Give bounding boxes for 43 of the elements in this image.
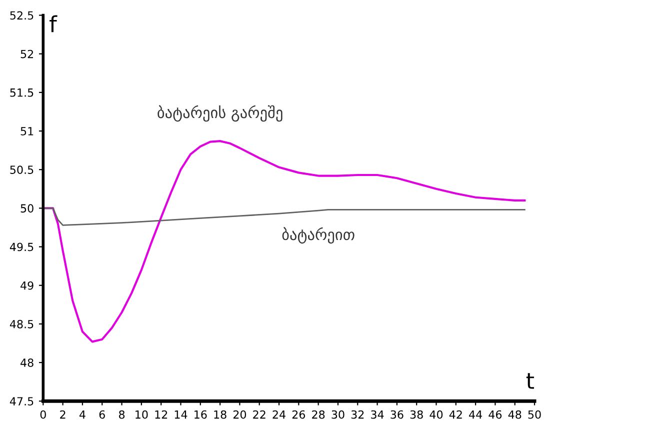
x-tick-label: 30 [332, 410, 344, 419]
x-tick-label: 8 [118, 410, 125, 419]
line-series [43, 140, 526, 343]
x-tick-label: 26 [292, 410, 306, 419]
x-tick-label: 34 [371, 410, 384, 419]
x-tick-label: 20 [233, 410, 246, 419]
y-tick-label: 49 [20, 281, 34, 290]
x-tick-label: 24 [272, 410, 286, 419]
x-tick-label: 2 [60, 410, 66, 419]
x-tick-label: 16 [194, 410, 207, 419]
x-tick-label: 32 [351, 410, 364, 419]
x-tick-label: 36 [390, 410, 404, 419]
y-tick-label: 47.5 [10, 397, 34, 406]
x-tick-label: 44 [469, 410, 482, 419]
x-tick-label: 42 [449, 410, 462, 419]
y-axis-title: f [50, 15, 58, 32]
y-tick-label: 49.5 [10, 242, 34, 252]
y-tick-label: 50.5 [10, 166, 34, 174]
x-tick-label: 10 [136, 410, 148, 419]
x-tick-label: 14 [174, 410, 188, 419]
x-tick-label: 46 [488, 410, 502, 419]
y-tick-label: 48.5 [10, 320, 34, 328]
y-tick-label: 51.5 [10, 88, 34, 97]
x-tick-label: 48 [508, 410, 522, 419]
x-tick-label: 22 [253, 410, 266, 419]
x-tick-label: 18 [214, 410, 226, 419]
x-axis-title: t [526, 373, 534, 389]
y-tick-label: 48 [20, 358, 34, 367]
y-tick-label: 51 [20, 127, 34, 136]
x-tick-label: 12 [155, 410, 168, 419]
y-tick-label: 50 [20, 204, 34, 213]
series-label: ბატარეის გარეშე [158, 105, 282, 122]
x-tick-label: 28 [312, 410, 325, 419]
series-label: ბატარეით [282, 227, 354, 244]
line-series [43, 207, 526, 226]
x-tick-label: 6 [99, 410, 105, 419]
x-tick-label: 50 [528, 410, 541, 419]
y-tick-label: 52 [20, 50, 34, 58]
x-tick-label: 40 [430, 410, 443, 419]
x-tick-label: 4 [79, 410, 86, 419]
y-tick-label: 52.5 [10, 11, 34, 20]
x-tick-label: 38 [410, 410, 423, 419]
x-tick-label: 0 [40, 410, 46, 419]
